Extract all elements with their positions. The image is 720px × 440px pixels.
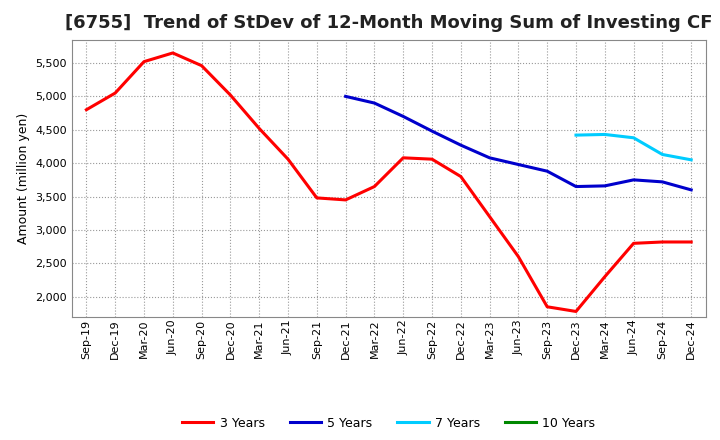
- 7 Years: [572, 132, 580, 138]
- 7 Years: [629, 135, 638, 140]
- 3 Years: [140, 59, 148, 64]
- 5 Years: [341, 94, 350, 99]
- 3 Years: [600, 274, 609, 279]
- 3 Years: [111, 90, 120, 95]
- Line: 3 Years: 3 Years: [86, 53, 691, 312]
- 3 Years: [341, 197, 350, 202]
- 5 Years: [399, 114, 408, 119]
- Title: [6755]  Trend of StDev of 12-Month Moving Sum of Investing CF: [6755] Trend of StDev of 12-Month Moving…: [65, 15, 713, 33]
- 7 Years: [658, 152, 667, 157]
- 5 Years: [658, 179, 667, 184]
- 3 Years: [312, 195, 321, 201]
- Line: 5 Years: 5 Years: [346, 96, 691, 190]
- 3 Years: [514, 254, 523, 259]
- 5 Years: [370, 100, 379, 106]
- 3 Years: [485, 214, 494, 219]
- 7 Years: [687, 157, 696, 162]
- 5 Years: [485, 155, 494, 161]
- 3 Years: [687, 239, 696, 245]
- 3 Years: [197, 63, 206, 68]
- 7 Years: [600, 132, 609, 137]
- 5 Years: [428, 128, 436, 134]
- 5 Years: [456, 143, 465, 148]
- 3 Years: [572, 309, 580, 314]
- 5 Years: [687, 187, 696, 193]
- 3 Years: [629, 241, 638, 246]
- 3 Years: [456, 174, 465, 179]
- 5 Years: [543, 169, 552, 174]
- 3 Years: [399, 155, 408, 161]
- Line: 7 Years: 7 Years: [576, 135, 691, 160]
- 5 Years: [572, 184, 580, 189]
- 3 Years: [543, 304, 552, 309]
- 3 Years: [370, 184, 379, 189]
- 3 Years: [168, 50, 177, 55]
- 3 Years: [428, 157, 436, 162]
- 3 Years: [255, 126, 264, 131]
- 5 Years: [514, 162, 523, 167]
- Legend: 3 Years, 5 Years, 7 Years, 10 Years: 3 Years, 5 Years, 7 Years, 10 Years: [177, 412, 600, 435]
- 5 Years: [600, 183, 609, 188]
- 5 Years: [629, 177, 638, 183]
- 3 Years: [658, 239, 667, 245]
- 3 Years: [82, 107, 91, 112]
- Y-axis label: Amount (million yen): Amount (million yen): [17, 113, 30, 244]
- 3 Years: [284, 157, 292, 162]
- 3 Years: [226, 92, 235, 98]
